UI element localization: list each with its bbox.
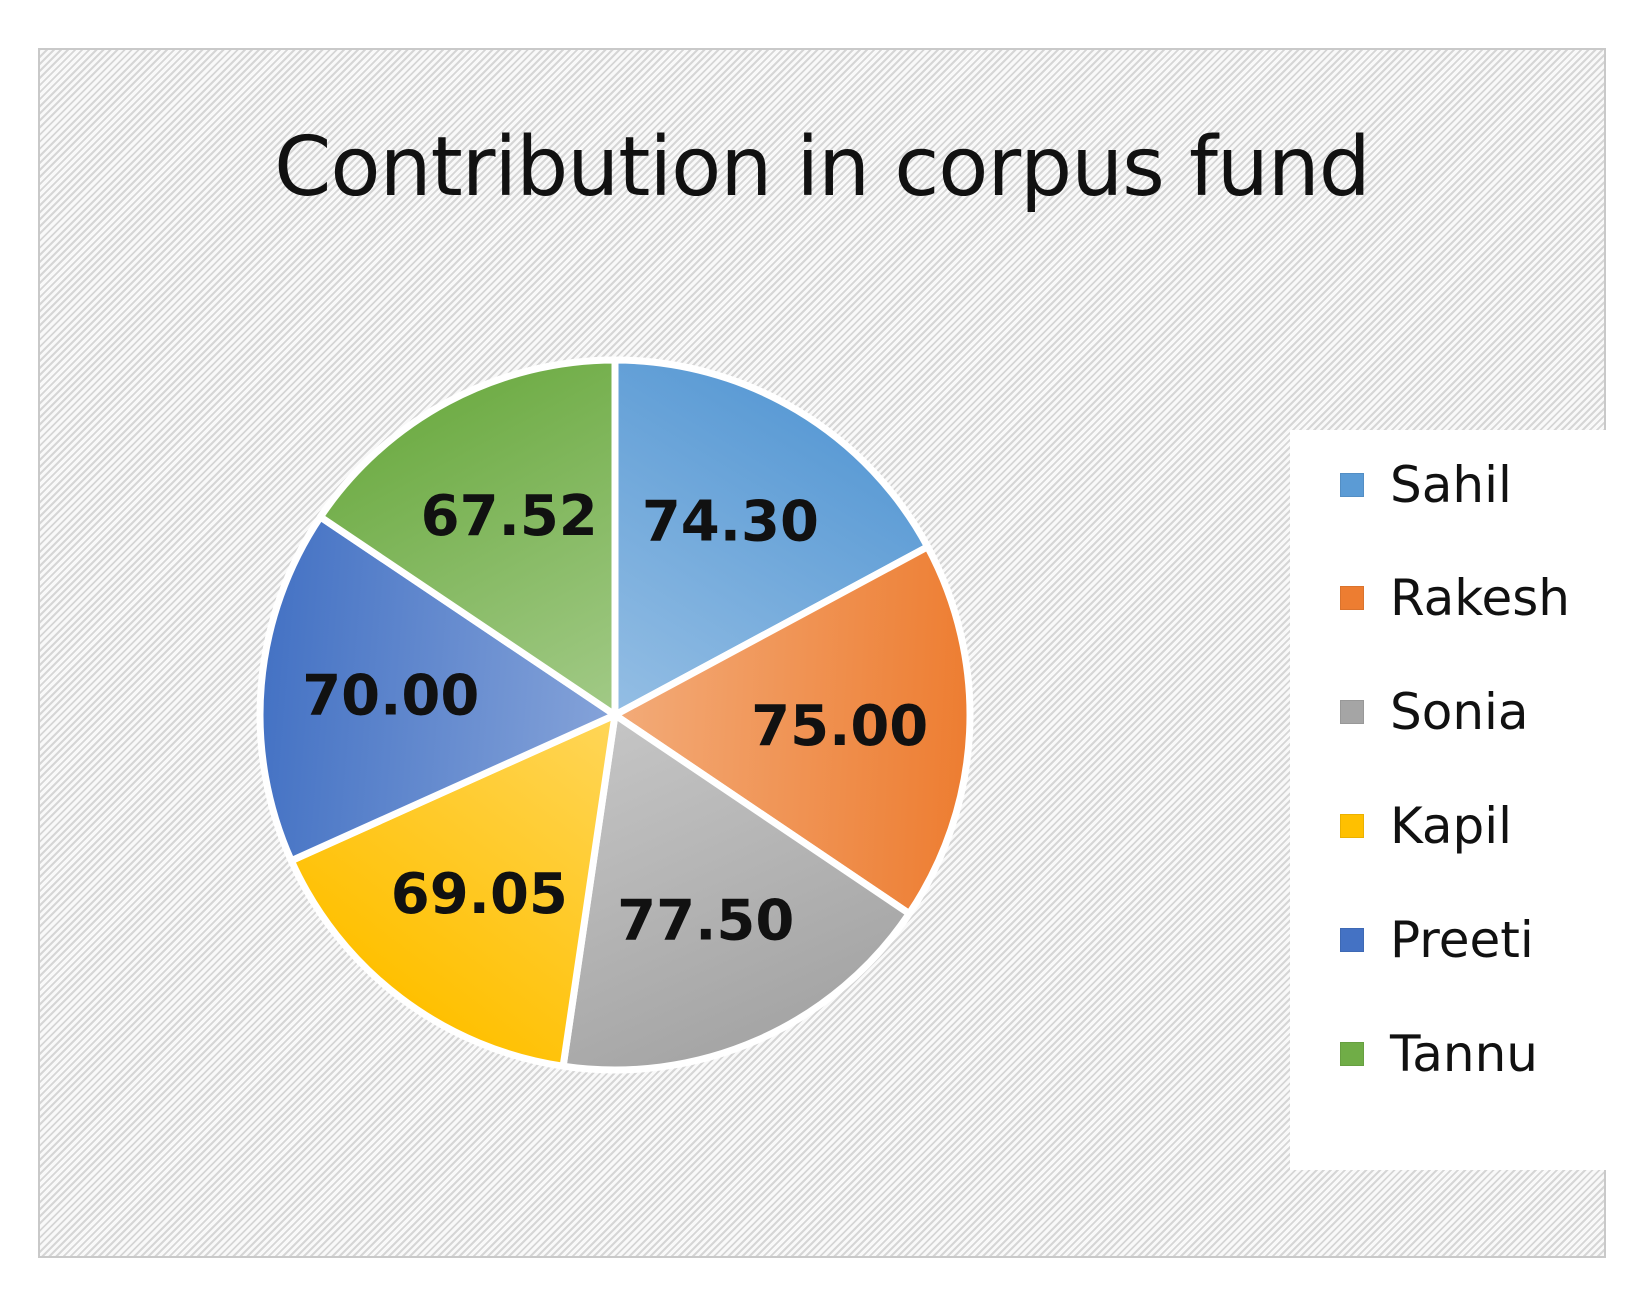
legend-swatch-rakesh [1340, 586, 1364, 610]
pie-slice-tannu [316, 356, 619, 719]
legend-item-sonia: Sonia [1340, 682, 1529, 742]
pie-slice-sahil [611, 356, 932, 719]
data-label-sonia: 77.50 [617, 888, 794, 953]
legend-label-preeti: Preeti [1390, 911, 1534, 969]
legend-item-tannu: Tannu [1340, 1024, 1538, 1084]
pie-slice-kapil [287, 711, 619, 1070]
legend-label-sonia: Sonia [1390, 683, 1529, 741]
legend-item-kapil: Kapil [1340, 796, 1512, 856]
data-label-tannu: 67.52 [421, 484, 598, 549]
legend-swatch-sonia [1340, 700, 1364, 724]
legend-swatch-preeti [1340, 928, 1364, 952]
data-label-rakesh: 75.00 [751, 694, 928, 759]
legend-label-tannu: Tannu [1390, 1025, 1538, 1083]
legend-swatch-tannu [1340, 1042, 1364, 1066]
legend-label-kapil: Kapil [1390, 797, 1513, 855]
pie-slice-sonia [559, 711, 913, 1074]
pie-slice-rakesh [611, 543, 974, 918]
chart-area: Contribution in corpus fund 74.30 75.00 77… [38, 48, 1620, 1258]
legend-item-sahil: Sahil [1340, 455, 1512, 515]
legend-item-rakesh: Rakesh [1340, 568, 1570, 628]
legend-item-preeti: Preeti [1340, 910, 1534, 970]
data-label-kapil: 69.05 [391, 862, 568, 927]
legend: Sahil Rakesh Sonia Kapil Preeti Tannu [1290, 430, 1620, 1170]
legend-label-rakesh: Rakesh [1390, 569, 1570, 627]
legend-swatch-sahil [1340, 473, 1364, 497]
data-label-preeti: 70.00 [302, 664, 479, 729]
chart-title: Contribution in corpus fund [274, 120, 1371, 215]
legend-label-sahil: Sahil [1390, 456, 1512, 514]
pie-slice-preeti [256, 513, 619, 865]
pie-plot: 74.30 75.00 77.50 69.05 70.00 67.52 [256, 356, 974, 1074]
legend-swatch-kapil [1340, 814, 1364, 838]
data-label-sahil: 74.30 [642, 489, 819, 554]
